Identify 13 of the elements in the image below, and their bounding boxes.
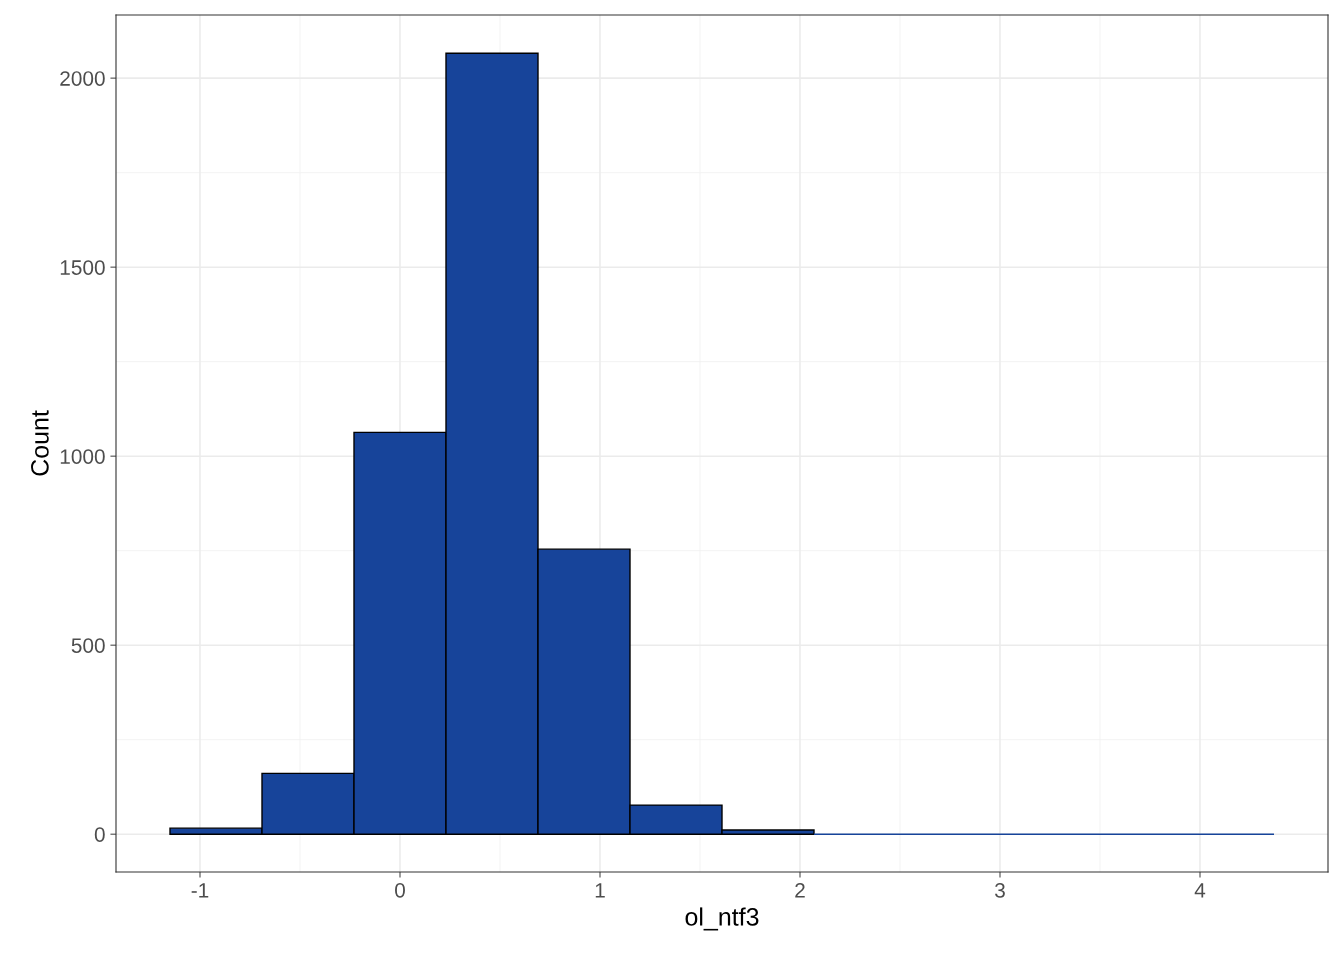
x-tick-label: 3 xyxy=(995,882,1005,898)
y-tick-label: 0 xyxy=(94,827,105,842)
x-tick-label: 2 xyxy=(795,882,805,898)
x-tick-label: 1 xyxy=(595,883,605,898)
x-tick-label: 4 xyxy=(1194,883,1206,898)
x-tick-label: -1 xyxy=(191,883,209,898)
x-tick-label: 0 xyxy=(395,882,405,898)
y-tick-label: 1500 xyxy=(60,260,105,275)
y-tick-label: 2000 xyxy=(60,71,105,86)
y-tick-label: 500 xyxy=(71,638,105,653)
y-tick-label: 1000 xyxy=(60,449,105,464)
y-axis-title: Count xyxy=(31,410,49,476)
x-axis-title: ol_ntf3 xyxy=(685,907,759,931)
